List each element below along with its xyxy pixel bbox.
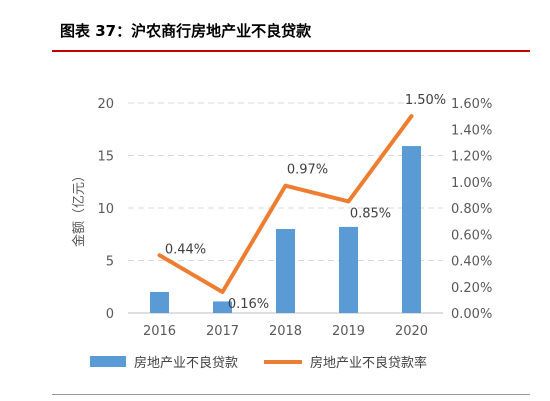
y2-tick-label: 0.20%: [451, 281, 492, 296]
x-tick-label: 2019: [332, 324, 365, 339]
bar: [402, 146, 421, 313]
x-tick-label: 2016: [143, 324, 176, 339]
legend: 房地产业不良贷款 房地产业不良贷款率: [90, 352, 453, 371]
legend-item-bar: 房地产业不良贷款: [90, 352, 238, 371]
data-label: 0.85%: [350, 206, 391, 221]
bottom-rule: [52, 394, 530, 395]
y2-tick-label: 0.00%: [451, 307, 492, 322]
data-label: 1.50%: [405, 93, 446, 108]
legend-swatch-bar: [90, 356, 126, 367]
x-tick-label: 2020: [395, 324, 428, 339]
x-tick-label: 2018: [269, 324, 302, 339]
y2-tick-label: 1.60%: [451, 97, 492, 112]
y-axis-label: 金额（亿元）: [71, 169, 87, 247]
y2-tick-label: 0.60%: [451, 228, 492, 243]
figure-title: 图表 37：沪农商行房地产业不良贷款: [60, 22, 312, 40]
y2-tick-label: 1.20%: [451, 150, 492, 165]
y2-tick-label: 0.40%: [451, 255, 492, 270]
y-tick-label: 0: [106, 307, 114, 322]
bar: [276, 229, 295, 313]
bar: [213, 301, 232, 313]
legend-label-line: 房地产业不良贷款率: [310, 356, 428, 371]
legend-swatch-line: [264, 359, 303, 364]
data-label: 0.16%: [228, 297, 269, 312]
y-tick-label: 10: [97, 202, 114, 217]
y2-tick-label: 1.00%: [451, 176, 492, 191]
title-rule: [52, 50, 530, 52]
bar: [150, 292, 169, 313]
series-line: [157, 114, 414, 294]
data-label: 0.97%: [287, 163, 328, 178]
legend-label-bar: 房地产业不良贷款: [134, 356, 239, 371]
bar: [339, 226, 358, 313]
y2-tick-label: 1.40%: [451, 123, 492, 138]
y-tick-label: 15: [97, 150, 114, 165]
legend-item-line: 房地产业不良贷款率: [264, 352, 427, 371]
y-tick-label: 5: [106, 255, 114, 270]
y2-tick-label: 0.80%: [451, 202, 492, 217]
x-tick-label: 2017: [206, 324, 239, 339]
data-label: 0.44%: [165, 242, 206, 257]
y-tick-label: 20: [97, 97, 114, 112]
